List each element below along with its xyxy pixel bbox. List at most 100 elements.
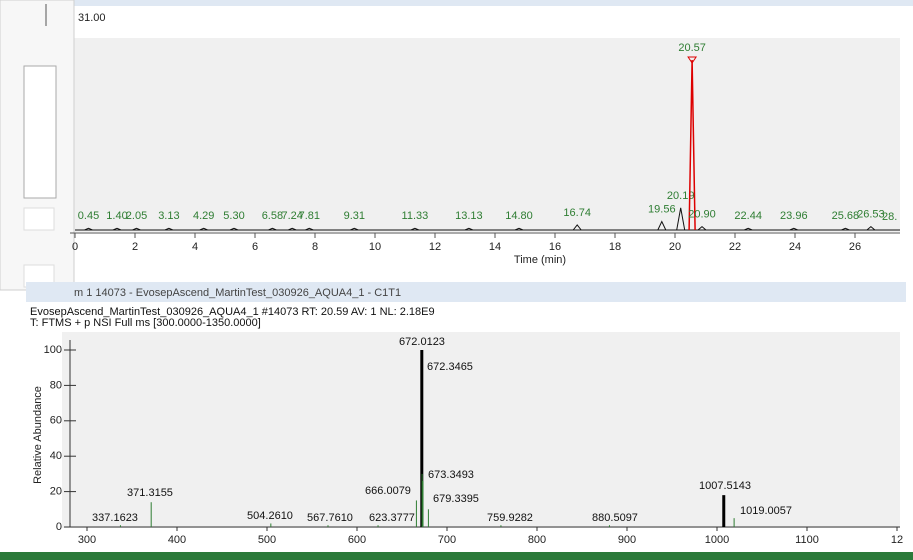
peak-label: 7.24 [281,210,302,222]
peak [410,227,420,231]
spectrum-title: m 1 14073 - EvosepAscend_MartinTest_0309… [74,287,401,299]
peak [112,227,122,231]
peak [164,227,174,231]
spectrum-peak-label: 673.3493 [428,469,474,481]
status-bar [0,552,913,560]
peak-marker [687,56,698,64]
x-tick-label: 12 [429,241,441,253]
top-bar [0,0,913,6]
peak-label: 23.96 [780,210,808,222]
spectrum: 0 20 40 60 80 100 300 400 500 600 700 800 900 1000 110… [44,336,903,546]
peak-label: 6.58 [262,210,283,222]
x-tick-label: 500 [258,534,276,546]
peak-label: 11.33 [402,210,429,222]
spectrum-peak-label: 623.3777 [369,512,415,524]
peak-label: 3.13 [158,210,179,222]
peak [84,227,93,231]
x-tick-label: 0 [72,241,78,253]
spectrum-peak-label: 567.7610 [307,512,353,524]
x-tick-label: 400 [168,534,186,546]
spectrum-peak-label: 672.3465 [427,361,473,373]
spectrum-peak-label: 679.3395 [433,493,479,505]
y-tick-label: 20 [50,486,62,498]
peak [657,220,667,231]
spectrum-header: T: FTMS + p NSI Full ms [300.0000-1350.0… [30,317,261,329]
y-tick-label: 60 [50,415,62,427]
spectrum-peak-label: 1019.0057 [740,505,792,517]
peak [132,227,141,231]
spectrum-peak-label: 672.0123 [399,336,445,348]
peak-label: 7.81 [299,210,320,222]
x-tick-label: 2 [132,241,138,253]
x-tick-label: 6 [252,241,258,253]
peak [350,227,359,231]
peak [688,59,696,231]
peak-label: 22.44 [734,210,762,222]
spectrum-titlebar [26,282,906,302]
x-tick-label: 600 [348,534,366,546]
y-tick-label: 40 [50,450,62,462]
peak-label: 16.74 [563,207,591,219]
peak [199,227,208,231]
spectrum-peak-label: 371.3155 [127,487,173,499]
x-tick-label: 12 [891,534,903,546]
spectrum-peak-label: 666.0079 [365,485,411,497]
x-tick-label: 24 [789,241,801,253]
spectrum-peak-label: 504.2610 [247,510,293,522]
peak-label: 26.53 [857,209,885,221]
spectrum-peak-label: 759.9282 [487,512,533,524]
x-tick-label: 800 [528,534,546,546]
peak [697,225,707,231]
range-label: 31.00 [78,12,106,24]
y-tick-label: 100 [44,344,62,356]
x-tick-label: 22 [729,241,741,253]
spectrum-peak-label: 880.5097 [592,512,638,524]
chrom-plot-bg [70,38,900,232]
peak [744,227,753,231]
x-tick-label: 4 [192,241,198,253]
peak-label: 13.13 [455,210,483,222]
spectrum-plot-bg [62,332,900,528]
peak-label: 14.80 [505,210,533,222]
peak [676,207,686,231]
spectrum-header: EvosepAscend_MartinTest_030926_AQUA4_1 #… [30,306,435,318]
peak-label: 20.19 [667,190,695,202]
x-tick-label: 14 [489,241,501,253]
spectrum-peak-label: 337.1623 [92,512,138,524]
peak-label: 9.31 [344,210,365,222]
x-tick-label: 1000 [705,534,729,546]
y-axis-label: Relative Abundance [32,386,44,484]
peak [229,227,239,231]
x-tick-label: 1100 [795,534,819,546]
peak-label: 5.30 [223,210,244,222]
x-tick-label: 8 [312,241,318,253]
peak [514,227,524,231]
x-tick-label: 16 [549,241,561,253]
peak [572,224,582,231]
x-tick-label: 26 [849,241,861,253]
y-tick-label: 0 [56,521,62,533]
peak-label: 1.40 [106,210,127,222]
spectrum-peak-label: 1007.5143 [699,480,751,492]
x-tick-label: 700 [438,534,456,546]
x-tick-label: 10 [369,241,381,253]
peak [841,227,850,231]
peak-label: 2.05 [126,210,147,222]
peak [866,225,876,231]
peak [464,227,474,231]
y-tick-label: 80 [50,379,62,391]
peak-label: 20.90 [688,209,716,221]
x-tick-label: 18 [609,241,621,253]
peak-label: 4.29 [193,210,214,222]
peak-label: 28. [882,211,897,223]
x-axis-label: Time (min) [514,254,566,266]
peak-label: 25.68 [832,210,860,222]
peak-label: 0.45 [78,210,99,222]
x-tick-label: 20 [669,241,681,253]
x-tick-label: 900 [618,534,636,546]
peak [789,227,798,231]
dialog-field[interactable] [23,207,55,231]
dialog-box [23,65,57,199]
